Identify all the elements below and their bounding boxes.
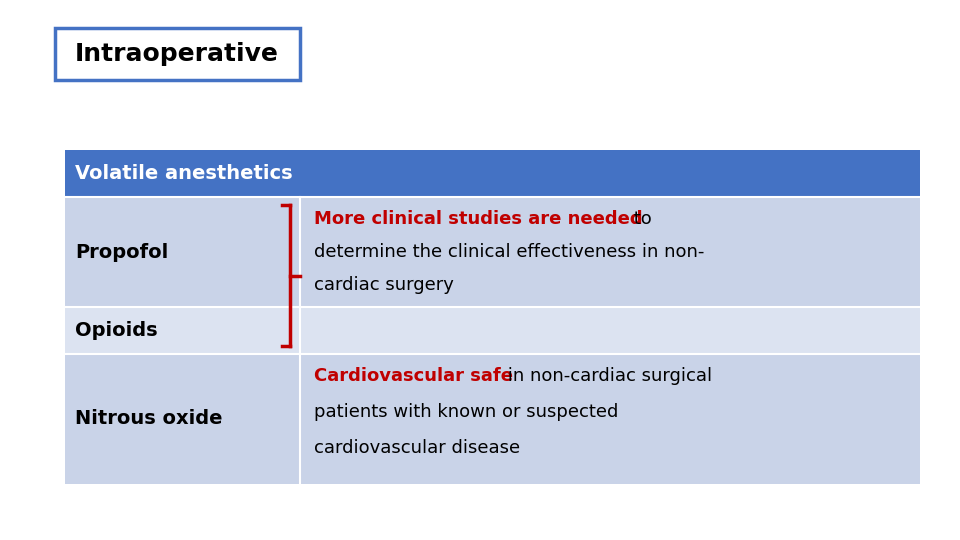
Bar xyxy=(55,28,300,80)
Bar xyxy=(65,354,920,484)
Text: More clinical studies are needed: More clinical studies are needed xyxy=(314,210,642,228)
Text: Opioids: Opioids xyxy=(75,321,157,340)
Text: in non-cardiac surgical: in non-cardiac surgical xyxy=(502,367,712,385)
Text: Intraoperative: Intraoperative xyxy=(75,42,279,66)
Text: cardiovascular disease: cardiovascular disease xyxy=(314,439,520,457)
Text: Nitrous oxide: Nitrous oxide xyxy=(75,409,223,429)
Text: to: to xyxy=(628,210,652,228)
Text: Cardiovascular safe: Cardiovascular safe xyxy=(314,367,513,385)
Text: Volatile anesthetics: Volatile anesthetics xyxy=(75,164,293,183)
Text: cardiac surgery: cardiac surgery xyxy=(314,276,454,294)
Bar xyxy=(65,197,920,307)
Text: determine the clinical effectiveness in non-: determine the clinical effectiveness in … xyxy=(314,243,705,261)
Text: patients with known or suspected: patients with known or suspected xyxy=(314,403,618,421)
Bar xyxy=(65,150,920,197)
Bar xyxy=(65,307,920,354)
Text: Propofol: Propofol xyxy=(75,242,168,261)
